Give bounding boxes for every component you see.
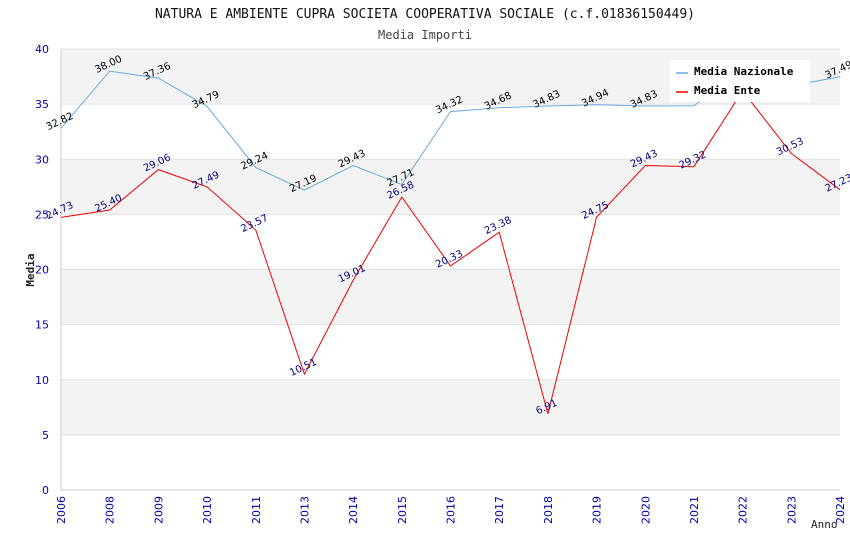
x-tick-label: 2008 xyxy=(104,496,117,524)
y-tick-label: 40 xyxy=(35,43,49,56)
x-tick-label: 2011 xyxy=(250,496,263,524)
x-tick-label: 2006 xyxy=(55,496,68,524)
series-line-media-ente xyxy=(60,90,841,414)
x-tick-label: 2016 xyxy=(445,496,458,524)
grid-bands xyxy=(61,49,840,490)
x-tick-label: 2019 xyxy=(591,496,604,524)
x-tick-label: 2024 xyxy=(834,496,847,524)
x-tick-label: 2017 xyxy=(493,496,506,524)
legend-box xyxy=(670,60,810,102)
chart-title: NATURA E AMBIENTE CUPRA SOCIETA COOPERAT… xyxy=(155,7,695,22)
x-tick-label: 2010 xyxy=(201,496,214,524)
x-tick-labels: 2006 2008 2009 2010 2011 2013 2014 2015 2016 2017… xyxy=(55,496,847,524)
grid-band xyxy=(61,324,840,380)
x-tick-label: 2013 xyxy=(298,496,311,524)
x-tick-label: 2015 xyxy=(396,496,409,524)
y-tick-label: 0 xyxy=(42,484,49,497)
y-tick-labels: 0 5 10 15 20 25 30 35 40 xyxy=(35,43,49,497)
x-tick-label: 2018 xyxy=(542,496,555,524)
grid-band xyxy=(61,104,840,160)
y-tick-label: 35 xyxy=(35,98,49,111)
x-axis-label: Anno xyxy=(811,518,838,531)
y-tick-label: 20 xyxy=(35,264,49,277)
x-tick-label: 2009 xyxy=(152,496,165,524)
x-tick-label: 2020 xyxy=(639,496,652,524)
grid-band xyxy=(61,214,840,270)
legend-label-media-nazionale: Media Nazionale xyxy=(694,65,794,78)
legend: Media Nazionale Media Ente xyxy=(670,60,810,102)
y-tick-label: 5 xyxy=(42,429,49,442)
y-axis-label: Media xyxy=(24,253,37,286)
legend-label-media-ente: Media Ente xyxy=(694,84,761,97)
grid-band xyxy=(61,379,840,435)
x-tick-label: 2021 xyxy=(688,496,701,524)
y-tick-label: 10 xyxy=(35,374,49,387)
grid-band xyxy=(61,159,840,215)
grid-band xyxy=(61,434,840,490)
chart-subtitle: Media Importi xyxy=(378,28,472,42)
x-tick-label: 2014 xyxy=(347,496,360,524)
y-tick-label: 15 xyxy=(35,319,49,332)
y-tick-label: 25 xyxy=(35,208,49,221)
y-tick-label: 30 xyxy=(35,153,49,166)
grid-band xyxy=(61,269,840,325)
x-tick-label: 2023 xyxy=(785,496,798,524)
x-tick-label: 2022 xyxy=(737,496,750,524)
